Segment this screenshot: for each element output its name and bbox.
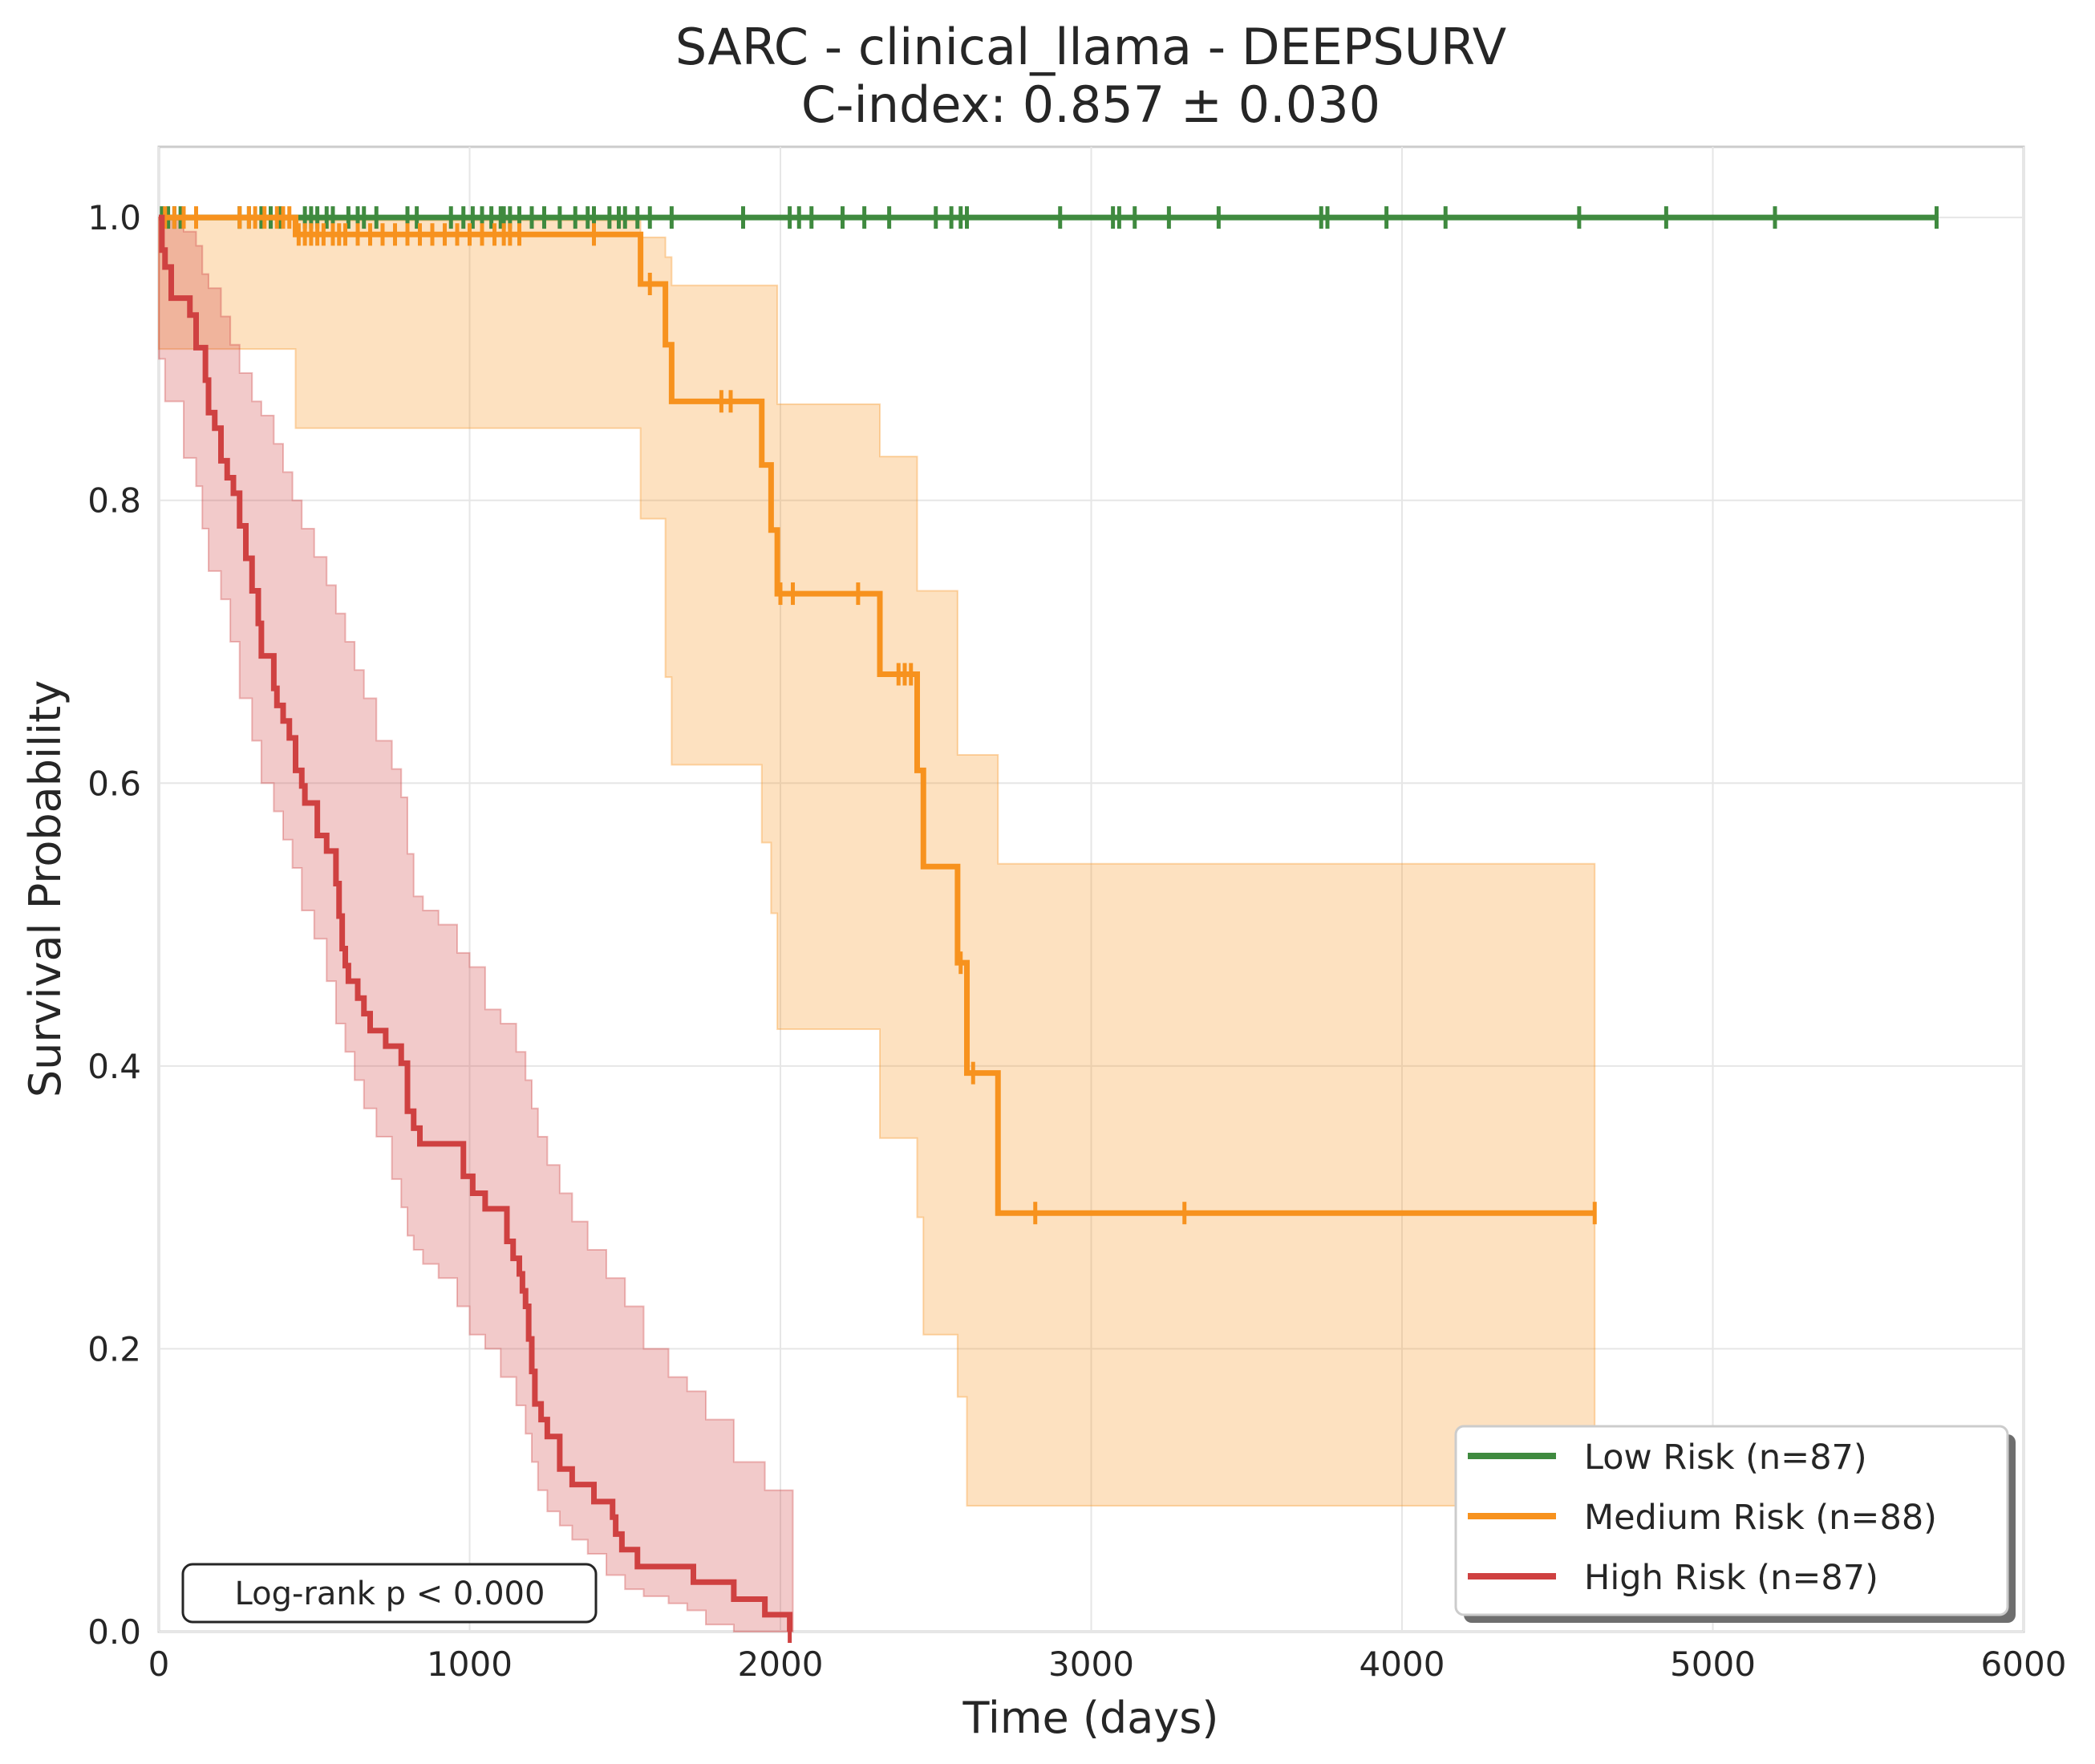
annotation-box: [181, 1563, 598, 1624]
axis-ticks: 0 1000 2000 3000 4000 5000 6000 0.0 0.2 0.4 0.6 0.8…: [87, 198, 2066, 1684]
ci-band-high-risk: [158, 217, 794, 1632]
grid: [158, 147, 2024, 1632]
x-tick-label: 4000: [1360, 1644, 1445, 1684]
x-tick-label: 5000: [1670, 1644, 1756, 1684]
log-rank-annotation: Log-rank p < 0.000: [181, 1563, 598, 1624]
legend-label-low-risk: Low Risk (n=87): [1584, 1438, 1867, 1478]
chart-subtitle: C-index: 0.857 ± 0.030: [801, 75, 1380, 134]
legend-label-medium-risk: Medium Risk (n=88): [1584, 1498, 1937, 1538]
legend-label-high-risk: High Risk (n=87): [1584, 1558, 1878, 1598]
y-axis-label: Survival Probability: [20, 680, 71, 1097]
ci-band-medium-risk: [158, 217, 1596, 1507]
survival-curves: [159, 206, 1939, 1643]
y-tick-label: 1.0: [87, 198, 141, 237]
y-tick-label: 0.8: [87, 481, 141, 521]
legend: Low Risk (n=87) Medium Risk (n=88) High …: [1454, 1425, 2016, 1623]
x-tick-label: 0: [148, 1644, 170, 1684]
curve-high-risk: [159, 214, 793, 1632]
y-tick-label: 0.6: [87, 764, 141, 803]
x-tick-label: 6000: [1981, 1644, 2067, 1684]
x-tick-label: 2000: [738, 1644, 824, 1684]
y-tick-label: 0.0: [87, 1612, 141, 1652]
legend-box: [1454, 1425, 2009, 1616]
y-tick-label: 0.4: [87, 1047, 141, 1086]
x-tick-label: 1000: [427, 1644, 513, 1684]
chart-title: SARC - clinical_llama - DEEPSURV: [675, 18, 1506, 76]
annotation-text: Log-rank p < 0.000: [235, 1575, 545, 1612]
y-tick-label: 0.2: [87, 1329, 141, 1369]
x-axis-label: Time (days): [962, 1693, 1219, 1743]
x-tick-label: 3000: [1048, 1644, 1134, 1684]
